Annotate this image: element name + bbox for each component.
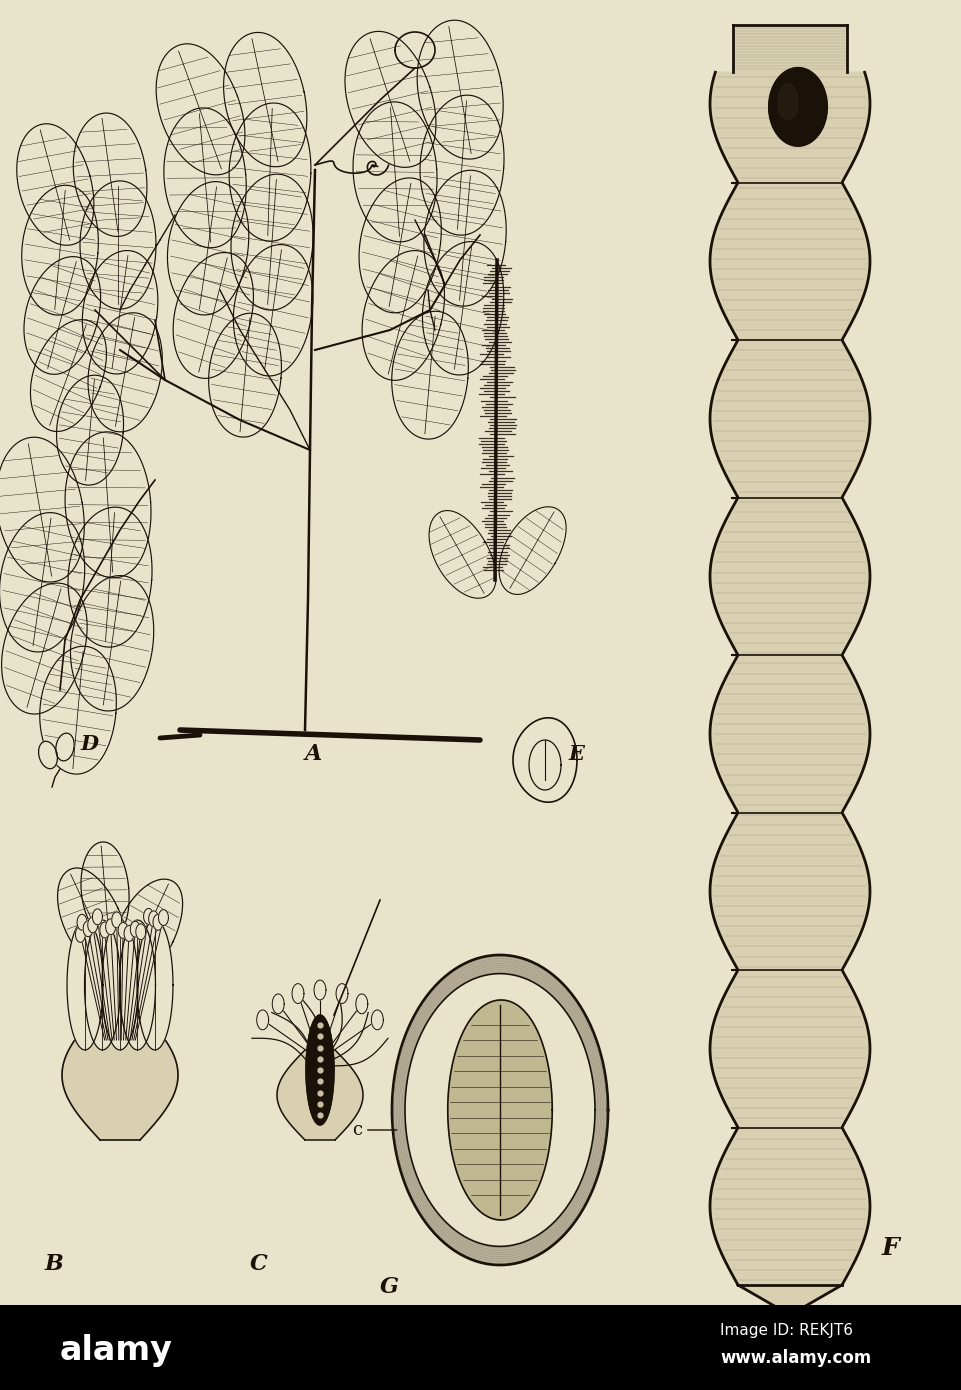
Polygon shape	[231, 174, 312, 310]
Polygon shape	[257, 1011, 268, 1030]
Polygon shape	[768, 68, 826, 146]
Polygon shape	[70, 575, 154, 710]
Polygon shape	[100, 922, 110, 938]
Polygon shape	[119, 920, 156, 1049]
Polygon shape	[24, 257, 101, 374]
Polygon shape	[335, 984, 348, 1004]
Polygon shape	[67, 920, 103, 1049]
Polygon shape	[143, 909, 154, 924]
Bar	[0, 1305, 961, 1390]
Text: B: B	[45, 1252, 63, 1275]
Polygon shape	[159, 909, 168, 926]
Polygon shape	[777, 83, 798, 120]
Polygon shape	[31, 320, 107, 431]
Polygon shape	[56, 733, 74, 760]
Polygon shape	[87, 313, 162, 432]
Polygon shape	[81, 842, 129, 938]
Polygon shape	[392, 955, 607, 1265]
Polygon shape	[417, 21, 503, 158]
Polygon shape	[277, 1049, 362, 1140]
Polygon shape	[149, 910, 159, 927]
Polygon shape	[16, 124, 94, 245]
Polygon shape	[65, 432, 151, 578]
Polygon shape	[0, 513, 85, 652]
Polygon shape	[92, 909, 102, 924]
Polygon shape	[163, 108, 246, 247]
Polygon shape	[102, 920, 137, 1049]
Polygon shape	[424, 170, 505, 306]
Polygon shape	[87, 917, 98, 933]
Polygon shape	[358, 178, 441, 313]
Text: C: C	[250, 1252, 267, 1275]
Polygon shape	[68, 507, 152, 648]
Text: www.alamy.com: www.alamy.com	[719, 1350, 871, 1366]
Polygon shape	[512, 717, 577, 802]
Polygon shape	[75, 926, 86, 942]
Polygon shape	[77, 915, 86, 930]
Polygon shape	[353, 101, 436, 242]
Polygon shape	[112, 878, 183, 981]
Polygon shape	[737, 1284, 841, 1315]
Polygon shape	[345, 32, 435, 167]
Polygon shape	[422, 242, 504, 375]
Text: G: G	[380, 1276, 399, 1298]
Polygon shape	[313, 980, 326, 999]
Polygon shape	[732, 25, 846, 72]
Polygon shape	[73, 113, 147, 236]
Polygon shape	[83, 250, 158, 374]
Text: E: E	[567, 744, 583, 765]
Polygon shape	[130, 922, 140, 937]
Polygon shape	[2, 582, 87, 714]
Polygon shape	[229, 103, 310, 240]
Polygon shape	[167, 182, 249, 316]
Polygon shape	[292, 984, 304, 1004]
Polygon shape	[57, 375, 123, 485]
Polygon shape	[38, 741, 58, 769]
Polygon shape	[234, 245, 312, 375]
Polygon shape	[39, 646, 116, 774]
Text: c: c	[352, 1120, 396, 1138]
Polygon shape	[356, 994, 367, 1013]
Polygon shape	[111, 912, 122, 929]
Polygon shape	[156, 44, 245, 175]
Text: D: D	[80, 734, 98, 753]
Polygon shape	[499, 507, 565, 595]
Polygon shape	[153, 915, 162, 930]
Text: F: F	[881, 1236, 899, 1259]
Polygon shape	[272, 994, 283, 1013]
Text: A: A	[305, 744, 322, 765]
Polygon shape	[391, 311, 468, 439]
Polygon shape	[80, 181, 156, 309]
Polygon shape	[371, 1011, 382, 1030]
Polygon shape	[420, 95, 504, 235]
Polygon shape	[58, 867, 128, 970]
Polygon shape	[106, 919, 115, 934]
Polygon shape	[22, 185, 98, 316]
Polygon shape	[209, 313, 282, 436]
Polygon shape	[124, 926, 134, 941]
Polygon shape	[85, 920, 120, 1049]
Polygon shape	[136, 920, 173, 1049]
Polygon shape	[306, 1015, 333, 1125]
Polygon shape	[429, 510, 496, 598]
Polygon shape	[223, 32, 307, 167]
Polygon shape	[173, 253, 253, 378]
Polygon shape	[405, 973, 595, 1247]
Polygon shape	[447, 999, 552, 1220]
Text: Image ID: REKJT6: Image ID: REKJT6	[719, 1323, 852, 1339]
Polygon shape	[709, 72, 869, 1284]
Text: alamy: alamy	[60, 1334, 173, 1366]
Polygon shape	[529, 739, 560, 790]
Polygon shape	[118, 923, 128, 938]
Polygon shape	[0, 438, 85, 582]
Polygon shape	[136, 924, 146, 940]
Polygon shape	[62, 1011, 178, 1140]
Polygon shape	[83, 920, 93, 937]
Polygon shape	[361, 250, 444, 381]
